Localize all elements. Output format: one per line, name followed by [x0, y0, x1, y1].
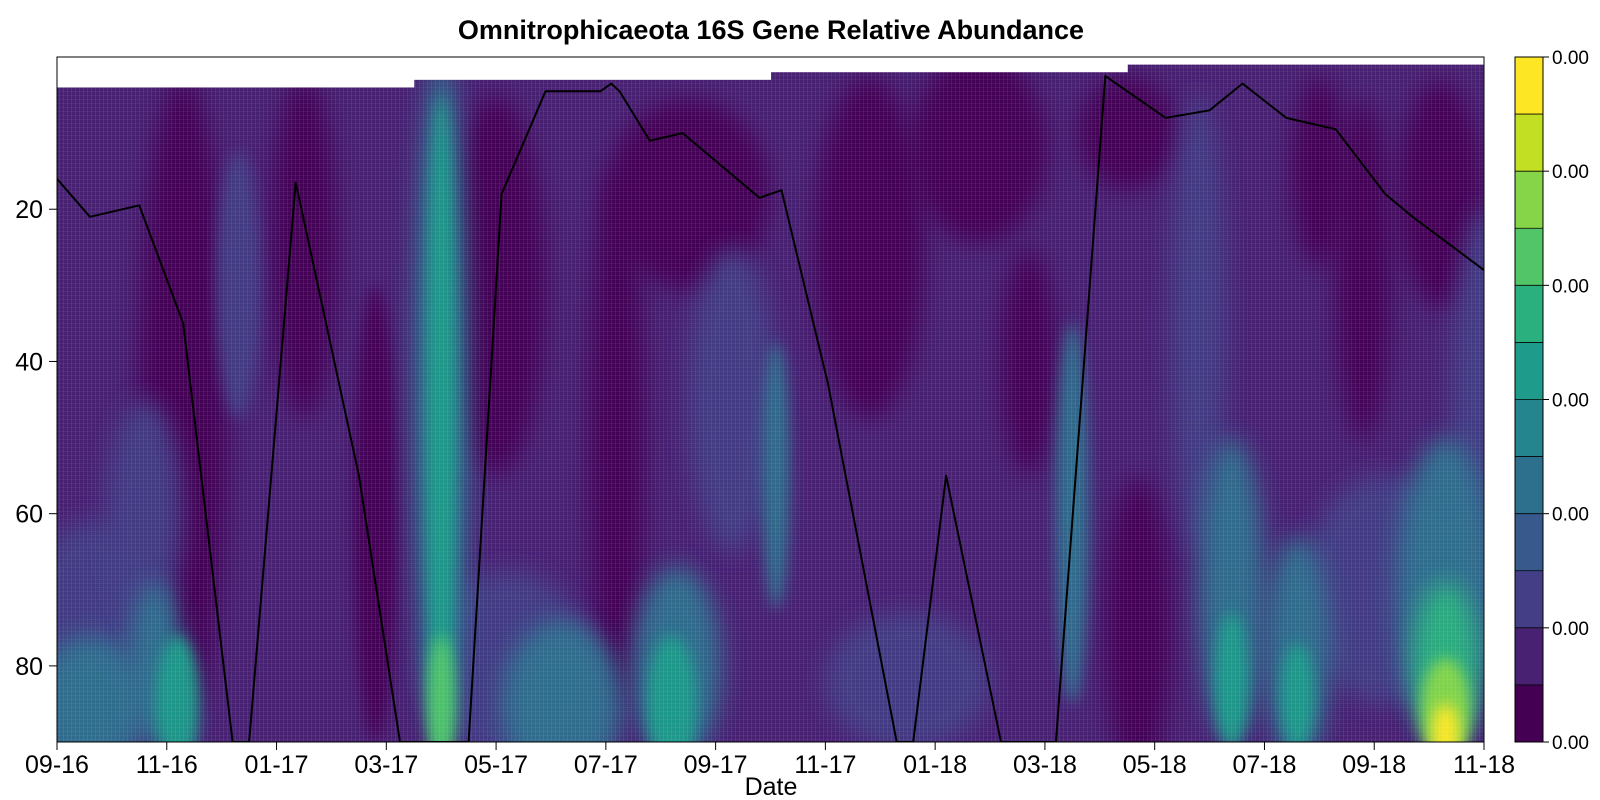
colorbar-label-1: 0.00	[1552, 619, 1589, 640]
x-tick-label-11: 07-18	[1232, 751, 1296, 779]
x-tick-label-4: 05-17	[464, 751, 528, 779]
colorbar-label-4: 0.00	[1552, 276, 1589, 297]
no-data-region-2	[770, 57, 1128, 73]
colorbar-segment-9	[1515, 171, 1543, 229]
colorbar-label-0: 0.00	[1552, 733, 1589, 754]
x-tick-label-3: 03-17	[354, 751, 418, 779]
series-line-0	[57, 75, 1484, 742]
colorbar-segment-6	[1515, 342, 1543, 400]
y-tick-label-1: 40	[15, 348, 43, 376]
x-tick-label-2: 01-17	[245, 751, 309, 779]
x-tick-label-10: 05-18	[1123, 751, 1187, 779]
colorbar: 0.00 0.00 0.00 0.00 0.00 0.00 0.00	[1514, 48, 1589, 754]
colorbar-segment-3	[1515, 513, 1543, 572]
colorbar-segment-7	[1515, 285, 1543, 343]
colorbar-label-3: 0.00	[1552, 391, 1589, 412]
no-data-region-0	[57, 57, 415, 88]
plot-frame	[56, 56, 1485, 743]
chart-title: Omnitrophicaeota 16S Gene Relative Abund…	[458, 15, 1084, 45]
x-tick-label-12: 09-18	[1342, 751, 1406, 779]
plot-grid-texture	[57, 57, 1484, 742]
no-data-region-3	[1127, 57, 1484, 65]
y-axis: 20 40 60 80	[15, 196, 57, 681]
x-axis-label: Date	[745, 773, 798, 800]
no-data-region-1	[413, 57, 771, 80]
y-tick-label-0: 20	[15, 196, 43, 224]
colorbar-segment-10	[1515, 114, 1543, 172]
y-tick-label-3: 80	[15, 653, 43, 681]
x-tick-label-8: 01-18	[903, 751, 967, 779]
x-tick-label-13: 11-18	[1453, 751, 1515, 779]
colorbar-segment-5	[1515, 399, 1543, 458]
colorbar-label-5: 0.00	[1552, 162, 1589, 183]
colorbar-label-6: 0.00	[1552, 48, 1589, 69]
x-tick-label-5: 07-17	[574, 751, 638, 779]
colorbar-segment-8	[1515, 228, 1543, 286]
x-tick-label-0: 09-16	[25, 751, 89, 779]
x-tick-label-1: 11-16	[136, 751, 198, 779]
series-layer	[57, 75, 1484, 742]
x-axis: 09-16 11-16 01-17 03-17 05-17 07-17 09-17 11-17…	[25, 742, 1515, 779]
colorbar-segment-11	[1515, 57, 1543, 115]
x-tick-label-7: 11-17	[794, 751, 856, 779]
colorbar-segment-4	[1515, 456, 1543, 515]
colorbar-label-2: 0.00	[1552, 505, 1589, 526]
no-data-mask	[57, 57, 1484, 88]
x-tick-label-9: 03-18	[1013, 751, 1077, 779]
colorbar-segment-1	[1515, 627, 1543, 686]
y-tick-label-2: 60	[15, 501, 43, 529]
x-tick-label-6: 09-17	[684, 751, 748, 779]
colorbar-segment-0	[1515, 684, 1543, 743]
plot-area	[57, 57, 1484, 742]
colorbar-segment-2	[1515, 570, 1543, 629]
